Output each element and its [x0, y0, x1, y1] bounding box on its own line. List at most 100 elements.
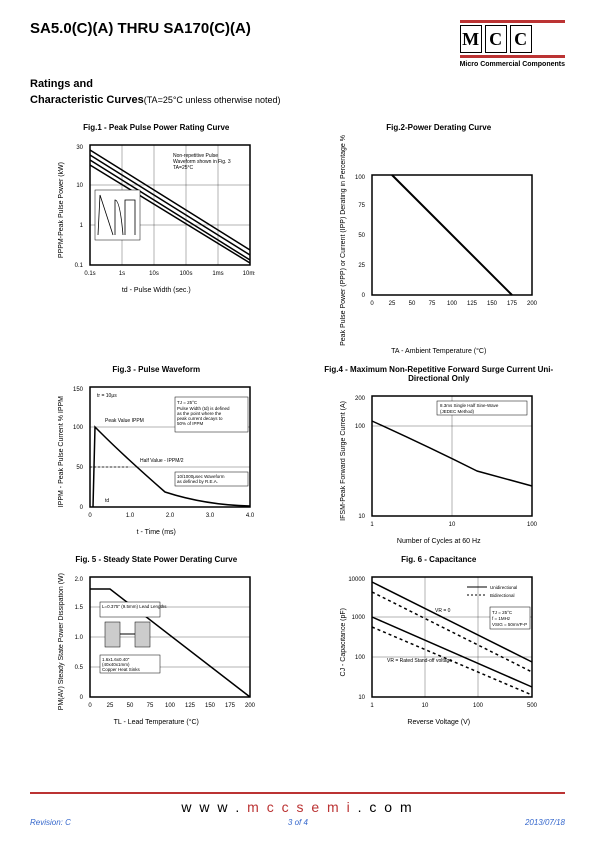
svg-text:100: 100 [73, 425, 84, 431]
svg-text:1.0: 1.0 [126, 513, 135, 519]
svg-text:1s: 1s [119, 271, 125, 277]
svg-text:TA=25°C: TA=25°C [173, 165, 193, 171]
svg-text:Copper Heat Sinks: Copper Heat Sinks [102, 667, 141, 672]
svg-text:10: 10 [76, 183, 83, 189]
svg-text:Half Value - IPPM/2: Half Value - IPPM/2 [140, 458, 184, 464]
svg-text:0.5: 0.5 [74, 665, 83, 671]
page-title: SA5.0(C)(A) THRU SA170(C)(A) [30, 20, 251, 37]
svg-text:200: 200 [527, 301, 537, 307]
footer: w w w . m c c s e m i . c o m Revision: … [30, 792, 565, 827]
svg-text:10000: 10000 [349, 577, 366, 583]
fig4-chart: Fig.4 - Maximum Non-Repetitive Forward S… [313, 365, 566, 545]
svg-text:2.0: 2.0 [166, 513, 175, 519]
svg-text:8.3ms Single Half Sine-Wave: 8.3ms Single Half Sine-Wave [440, 403, 499, 408]
svg-text:1ms: 1ms [212, 271, 223, 277]
fig6-chart: Fig. 6 - Capacitance CJ - Capacitance (p… [313, 555, 566, 726]
svg-text:75: 75 [146, 703, 153, 709]
fig5-chart: Fig. 5 - Steady State Power Derating Cur… [30, 555, 283, 726]
svg-text:50: 50 [409, 301, 416, 307]
fig5-svg: L=0.375" (9.5mm) Lead Lengths 1.6x1.6x0.… [65, 567, 255, 717]
svg-text:100: 100 [355, 175, 366, 181]
svg-text:1.5: 1.5 [74, 605, 83, 611]
fig2-chart: Fig.2-Power Derating Curve Peak Pulse Po… [313, 123, 566, 355]
svg-text:50: 50 [126, 703, 133, 709]
svg-text:1: 1 [371, 703, 375, 709]
svg-text:VR = Rated Stand-off voltage: VR = Rated Stand-off voltage [387, 658, 452, 664]
svg-text:1.0: 1.0 [74, 635, 83, 641]
logo-letter: M [460, 25, 482, 53]
svg-text:150: 150 [487, 301, 498, 307]
svg-text:(JEDEC Method): (JEDEC Method) [440, 409, 475, 414]
svg-text:0: 0 [79, 505, 83, 511]
fig3-svg: tr = 10μs Peak Value IPPM Half Value - I… [65, 377, 255, 527]
svg-text:75: 75 [359, 203, 366, 209]
fig2-svg: 0 25 50 75 100 0 25 50 75 100 125 150 17… [347, 165, 537, 315]
fig1-chart: Fig.1 - Peak Pulse Power Rating Curve PP… [30, 123, 283, 355]
footer-url: w w w . m c c s e m i . c o m [30, 799, 565, 815]
svg-text:0.1s: 0.1s [84, 271, 95, 277]
svg-text:td: td [105, 498, 109, 504]
svg-text:4.0: 4.0 [246, 513, 255, 519]
svg-text:3.0: 3.0 [206, 513, 215, 519]
svg-text:10: 10 [422, 703, 429, 709]
svg-text:100: 100 [473, 703, 484, 709]
svg-text:TJ = 25°C: TJ = 25°C [177, 400, 198, 405]
svg-text:Bidirectional: Bidirectional [490, 593, 515, 598]
svg-text:50: 50 [359, 233, 366, 239]
svg-text:50% of IPPM: 50% of IPPM [177, 421, 204, 426]
svg-text:0: 0 [79, 695, 83, 701]
svg-text:100: 100 [355, 424, 366, 430]
svg-text:1000: 1000 [352, 615, 366, 621]
svg-text:100: 100 [165, 703, 176, 709]
svg-text:as defined by R.E.A.: as defined by R.E.A. [177, 479, 218, 484]
svg-text:10: 10 [359, 695, 366, 701]
section-heading: Ratings and Characteristic Curves(TA=25°… [30, 78, 565, 108]
revision: Revision: C [30, 818, 71, 827]
svg-text:125: 125 [467, 301, 478, 307]
svg-text:100: 100 [447, 301, 458, 307]
svg-text:150: 150 [205, 703, 216, 709]
svg-text:10: 10 [449, 522, 456, 528]
fig1-svg: Non-repetitive Pulse Waveform shown in F… [65, 135, 255, 285]
svg-text:150: 150 [73, 387, 84, 393]
svg-text:1: 1 [79, 223, 83, 229]
svg-text:f = 1MHz: f = 1MHz [492, 616, 511, 621]
svg-text:200: 200 [355, 396, 366, 402]
svg-text:25: 25 [106, 703, 113, 709]
fig6-svg: Unidirectional Bidirectional VR = 0 VR =… [347, 567, 537, 717]
svg-text:0: 0 [88, 703, 92, 709]
svg-text:100s: 100s [179, 271, 192, 277]
svg-text:Unidirectional: Unidirectional [490, 585, 517, 590]
svg-text:10s: 10s [149, 271, 159, 277]
fig4-svg: 8.3ms Single Half Sine-Wave (JEDEC Metho… [347, 386, 537, 536]
svg-text:125: 125 [185, 703, 196, 709]
svg-text:500: 500 [527, 703, 537, 709]
date: 2013/07/18 [525, 818, 565, 827]
svg-text:10ms: 10ms [242, 271, 254, 277]
logo-letter: C [510, 25, 532, 53]
fig3-chart: Fig.3 - Pulse Waveform IPPM - Peak Pulse… [30, 365, 283, 545]
svg-text:Peak Value IPPM: Peak Value IPPM [105, 418, 144, 424]
logo: M C C Micro Commercial Components [460, 20, 565, 68]
svg-text:10: 10 [359, 514, 366, 520]
svg-text:tr = 10μs: tr = 10μs [97, 393, 117, 399]
svg-text:2.0: 2.0 [74, 577, 83, 583]
svg-text:100: 100 [355, 655, 366, 661]
svg-text:50: 50 [76, 465, 83, 471]
logo-letter: C [485, 25, 507, 53]
svg-text:175: 175 [225, 703, 236, 709]
logo-subtitle: Micro Commercial Components [460, 61, 565, 68]
svg-text:TJ = 25°C: TJ = 25°C [492, 610, 513, 615]
svg-text:VSIG = 50mVP-P: VSIG = 50mVP-P [492, 622, 527, 627]
svg-text:25: 25 [359, 263, 366, 269]
svg-text:200: 200 [245, 703, 255, 709]
svg-text:1: 1 [371, 522, 375, 528]
svg-text:100: 100 [527, 522, 537, 528]
svg-text:0.1: 0.1 [74, 263, 83, 269]
svg-text:0: 0 [371, 301, 375, 307]
svg-text:25: 25 [389, 301, 396, 307]
svg-text:0: 0 [88, 513, 92, 519]
svg-text:VR = 0: VR = 0 [435, 608, 451, 614]
svg-text:L=0.375" (9.5mm) Lead Lengths: L=0.375" (9.5mm) Lead Lengths [102, 604, 167, 609]
svg-text:175: 175 [507, 301, 518, 307]
